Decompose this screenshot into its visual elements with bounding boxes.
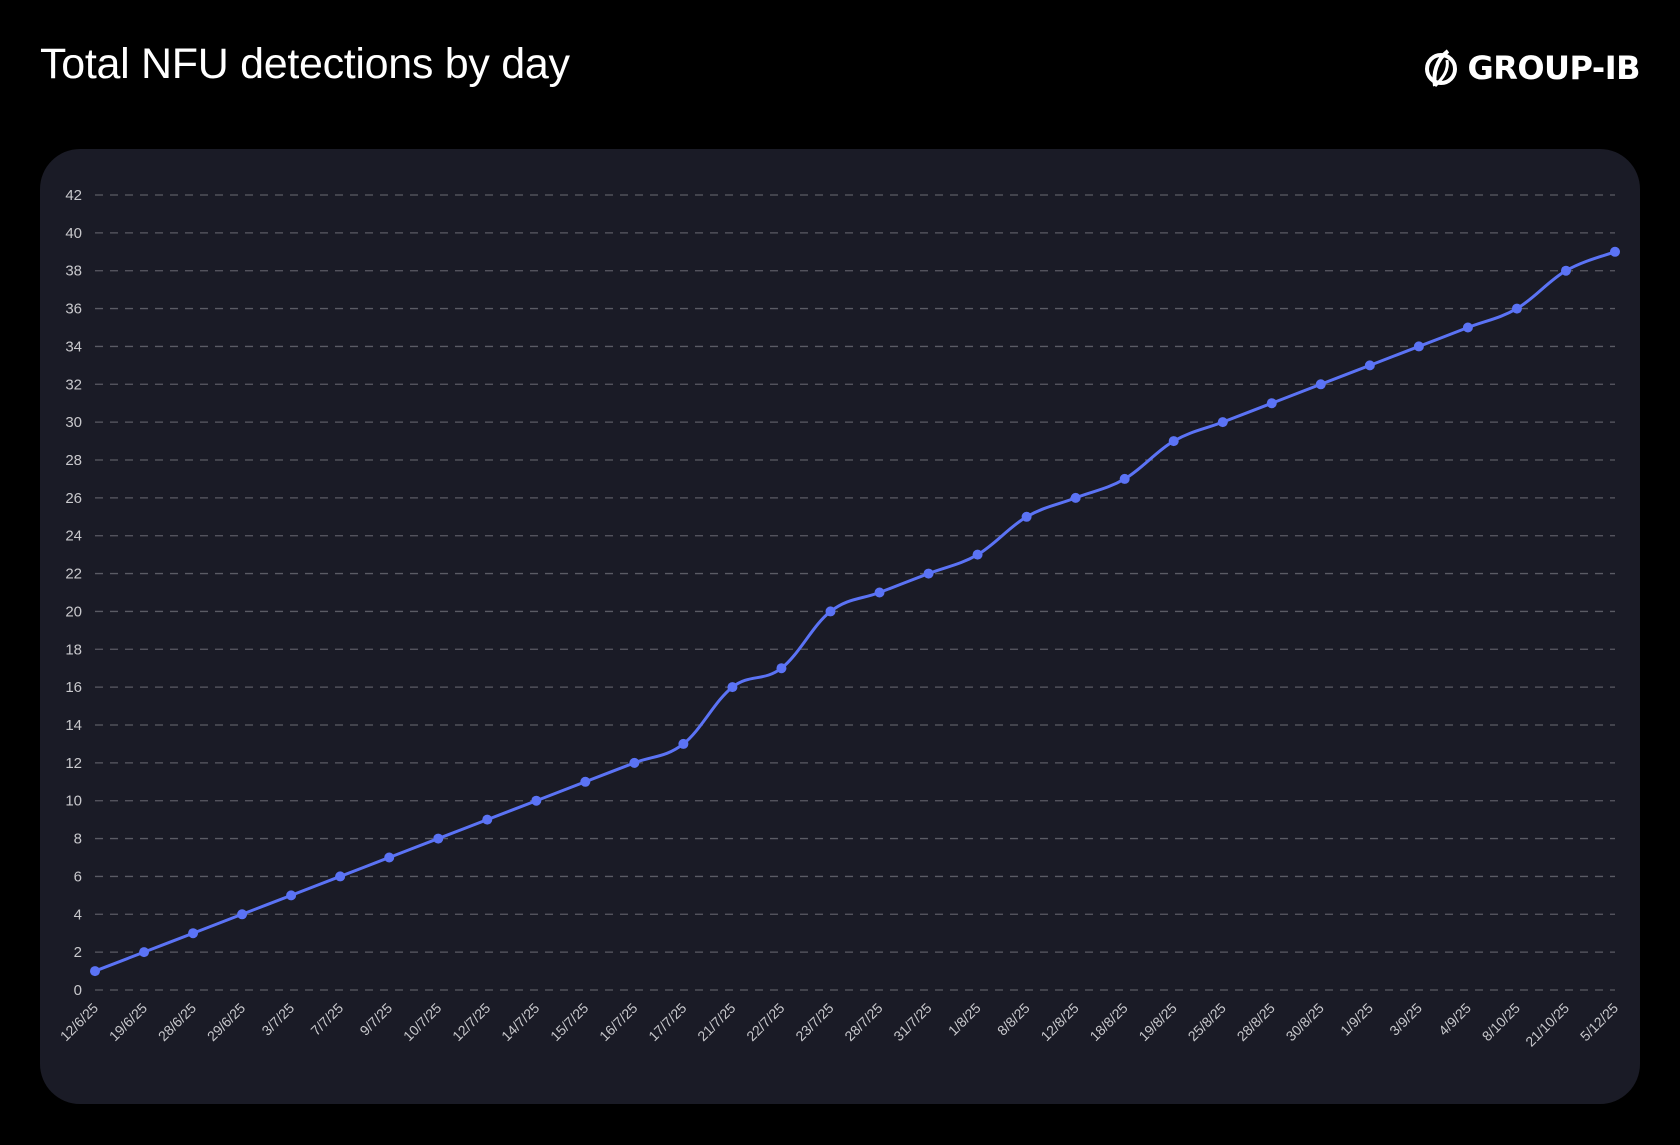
y-tick-label: 2 bbox=[74, 944, 82, 961]
y-tick-label: 20 bbox=[65, 603, 82, 620]
data-point[interactable] bbox=[776, 663, 787, 674]
data-point[interactable] bbox=[1560, 265, 1571, 276]
data-point[interactable] bbox=[1364, 360, 1375, 371]
data-point[interactable] bbox=[825, 606, 836, 617]
x-tick-label: 18/8/25 bbox=[1086, 1000, 1130, 1044]
x-tick-label: 19/6/25 bbox=[106, 1000, 150, 1044]
data-point[interactable] bbox=[1511, 303, 1522, 314]
group-ib-leaf-icon bbox=[1425, 49, 1458, 88]
x-tick-label: 9/7/25 bbox=[356, 1000, 395, 1039]
data-point[interactable] bbox=[139, 947, 150, 958]
x-tick-label: 21/10/25 bbox=[1522, 1000, 1572, 1050]
y-tick-label: 26 bbox=[65, 490, 82, 507]
data-point[interactable] bbox=[237, 909, 248, 920]
y-tick-label: 6 bbox=[74, 868, 82, 885]
y-tick-label: 18 bbox=[65, 641, 82, 658]
y-tick-label: 36 bbox=[65, 301, 82, 318]
y-tick-label: 40 bbox=[65, 225, 82, 242]
logo-text: GROUP-IB bbox=[1467, 49, 1640, 87]
y-tick-label: 8 bbox=[74, 831, 82, 848]
data-point[interactable] bbox=[629, 757, 640, 768]
y-tick-label: 30 bbox=[65, 414, 82, 431]
x-tick-label: 16/7/25 bbox=[596, 1000, 640, 1044]
data-point[interactable] bbox=[433, 833, 444, 844]
x-tick-label: 8/10/25 bbox=[1479, 1000, 1523, 1044]
x-tick-label: 29/6/25 bbox=[204, 1000, 248, 1044]
data-point[interactable] bbox=[286, 890, 297, 901]
y-tick-label: 16 bbox=[65, 679, 82, 696]
x-tick-label: 21/7/25 bbox=[694, 1000, 738, 1044]
x-tick-label: 5/12/25 bbox=[1577, 1000, 1621, 1044]
data-point[interactable] bbox=[1168, 436, 1179, 447]
data-point[interactable] bbox=[1021, 511, 1032, 522]
data-point[interactable] bbox=[482, 814, 493, 825]
data-point[interactable] bbox=[188, 928, 199, 939]
data-point[interactable] bbox=[1610, 246, 1620, 257]
x-tick-label: 28/8/25 bbox=[1234, 1000, 1278, 1044]
data-point[interactable] bbox=[1462, 322, 1473, 333]
x-tick-label: 4/9/25 bbox=[1435, 1000, 1474, 1039]
x-tick-label: 23/7/25 bbox=[792, 1000, 836, 1044]
data-point[interactable] bbox=[90, 966, 100, 977]
y-tick-label: 32 bbox=[65, 376, 82, 393]
line-chart: 0246810121416182022242628303234363840421… bbox=[57, 187, 1621, 1050]
x-tick-label: 1/9/25 bbox=[1337, 1000, 1376, 1039]
x-tick-label: 19/8/25 bbox=[1135, 1000, 1179, 1044]
x-tick-label: 28/6/25 bbox=[155, 1000, 199, 1044]
x-tick-label: 7/7/25 bbox=[307, 1000, 346, 1039]
x-tick-label: 8/8/25 bbox=[994, 1000, 1033, 1039]
y-tick-label: 34 bbox=[65, 338, 82, 355]
data-point[interactable] bbox=[727, 682, 738, 693]
series-line bbox=[94, 250, 1616, 973]
chart-title: Total NFU detections by day bbox=[40, 40, 570, 88]
x-tick-label: 10/7/25 bbox=[400, 1000, 444, 1044]
group-ib-logo: GROUP-IB bbox=[1421, 48, 1640, 88]
x-tick-label: 25/8/25 bbox=[1185, 1000, 1229, 1044]
x-tick-label: 31/7/25 bbox=[890, 1000, 934, 1044]
data-point[interactable] bbox=[678, 738, 689, 749]
data-point[interactable] bbox=[531, 795, 542, 806]
y-tick-label: 28 bbox=[65, 452, 82, 469]
chart-panel: 0 2 4 6 8 10 12 14 16 18 20 22 24 26 28 30 32 34 36 38 40 42 1… bbox=[40, 149, 1640, 1104]
x-tick-label: 17/7/25 bbox=[645, 1000, 689, 1044]
data-point[interactable] bbox=[1070, 492, 1081, 503]
data-points bbox=[90, 246, 1620, 977]
x-tick-label: 12/8/25 bbox=[1037, 1000, 1081, 1044]
y-tick-label: 38 bbox=[65, 263, 82, 280]
y-tick-label: 42 bbox=[65, 187, 82, 204]
data-point[interactable] bbox=[1413, 341, 1424, 352]
x-tick-label: 12/6/25 bbox=[57, 1000, 101, 1044]
y-tick-label: 10 bbox=[65, 793, 82, 810]
x-tick-label: 14/7/25 bbox=[498, 1000, 542, 1044]
data-point[interactable] bbox=[1266, 398, 1277, 409]
y-tick-label: 24 bbox=[65, 528, 82, 545]
x-axis-labels: 12/6/25 19/6/25 28/6/25 29/6/25 3/7/25 7/7/25… bbox=[57, 1000, 1621, 1050]
y-tick-label: 22 bbox=[65, 566, 82, 583]
data-point[interactable] bbox=[874, 587, 885, 598]
x-tick-label: 22/7/25 bbox=[743, 1000, 787, 1044]
y-tick-label: 12 bbox=[65, 755, 82, 772]
y-tick-label: 14 bbox=[65, 717, 82, 734]
data-point[interactable] bbox=[1119, 473, 1130, 484]
x-tick-label: 12/7/25 bbox=[449, 1000, 493, 1044]
data-point[interactable] bbox=[1315, 379, 1326, 390]
y-tick-label: 0 bbox=[74, 982, 82, 999]
x-tick-label: 3/7/25 bbox=[258, 1000, 297, 1039]
x-tick-label: 28/7/25 bbox=[841, 1000, 885, 1044]
data-point[interactable] bbox=[335, 871, 346, 882]
data-point[interactable] bbox=[384, 852, 395, 863]
x-tick-label: 15/7/25 bbox=[547, 1000, 591, 1044]
data-point[interactable] bbox=[1217, 417, 1228, 428]
x-tick-label: 30/8/25 bbox=[1283, 1000, 1327, 1044]
data-point[interactable] bbox=[580, 776, 591, 787]
x-tick-label: 3/9/25 bbox=[1386, 1000, 1425, 1039]
y-tick-label: 4 bbox=[74, 906, 82, 923]
data-point[interactable] bbox=[923, 568, 934, 579]
data-point[interactable] bbox=[972, 549, 983, 560]
x-tick-label: 1/8/25 bbox=[945, 1000, 984, 1039]
